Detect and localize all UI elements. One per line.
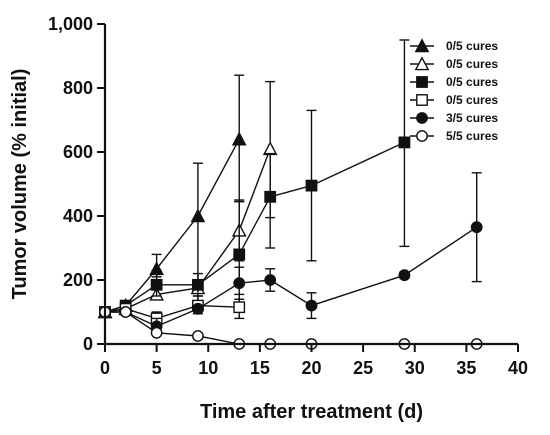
- legend-item-3: 0/5 cures: [410, 75, 498, 89]
- x-tick-label: 0: [100, 358, 110, 378]
- legend: 0/5 cures 0/5 cures 0/5 cures 0/5 cures 3/5 …: [410, 38, 498, 143]
- y-tick-label: 600: [63, 142, 93, 162]
- x-tick-label: 15: [250, 358, 270, 378]
- x-tick-label: 10: [198, 358, 218, 378]
- data-point: [262, 141, 278, 156]
- data-point: [190, 208, 206, 223]
- series-line: [104, 141, 405, 313]
- legend-label: 3/5 cures: [446, 111, 498, 125]
- legend-label: 0/5 cures: [446, 75, 498, 89]
- data-point: [119, 306, 132, 318]
- x-tick-label: 35: [456, 358, 476, 378]
- x-tick-label: 40: [508, 358, 528, 378]
- x-tick-label: 30: [405, 358, 425, 378]
- y-tick-label: 200: [63, 270, 93, 290]
- y-axis-title: Tumor volume (% initial): [9, 69, 31, 300]
- y-tick-label: 0: [83, 334, 93, 354]
- data-point: [192, 278, 204, 291]
- x-tick-label: 25: [353, 358, 373, 378]
- data-point: [305, 179, 318, 192]
- data-point: [233, 248, 246, 261]
- series-1: [97, 74, 247, 319]
- legend-marker: [416, 130, 428, 142]
- x-axis-title: Time after treatment (d): [200, 401, 423, 423]
- y-tick-label: 1,000: [48, 14, 93, 34]
- legend-marker: [416, 112, 428, 124]
- legend-label: 5/5 cures: [446, 129, 498, 143]
- data-point: [305, 299, 318, 312]
- data-point: [150, 326, 163, 339]
- y-tick-label: 400: [63, 206, 93, 226]
- data-point: [233, 277, 246, 290]
- axes: 0 200 400 600 800 1,000 0 5 10 15 20 25 30 35 40: [48, 14, 528, 378]
- data-point: [231, 131, 247, 146]
- legend-marker: [416, 94, 428, 106]
- data-point: [150, 278, 163, 291]
- series-line: [104, 138, 240, 313]
- legend-label: 0/5 cures: [446, 57, 498, 71]
- legend-item-5: 3/5 cures: [410, 111, 498, 125]
- data-point: [264, 190, 277, 203]
- legend-marker: [416, 76, 428, 88]
- series-line: [104, 148, 271, 313]
- legend-marker: [414, 56, 430, 71]
- legend-label: 0/5 cures: [446, 93, 498, 107]
- x-tick-label: 5: [152, 358, 162, 378]
- legend-marker: [414, 38, 430, 53]
- data-point: [398, 136, 411, 149]
- data-point: [264, 274, 277, 286]
- series-5: [99, 172, 483, 334]
- data-point: [233, 301, 246, 314]
- legend-item-4: 0/5 cures: [410, 93, 498, 107]
- legend-item-6: 5/5 cures: [410, 129, 498, 143]
- data-point: [192, 330, 204, 342]
- series-3: [99, 39, 411, 318]
- x-tick-label: 20: [301, 358, 321, 378]
- data-point: [192, 302, 204, 315]
- data-point: [470, 221, 483, 234]
- y-tick-label: 800: [63, 78, 93, 98]
- legend-item-2: 0/5 cures: [410, 56, 498, 71]
- legend-item-1: 0/5 cures: [410, 38, 498, 53]
- data-point: [398, 269, 411, 282]
- legend-label: 0/5 cures: [446, 39, 498, 53]
